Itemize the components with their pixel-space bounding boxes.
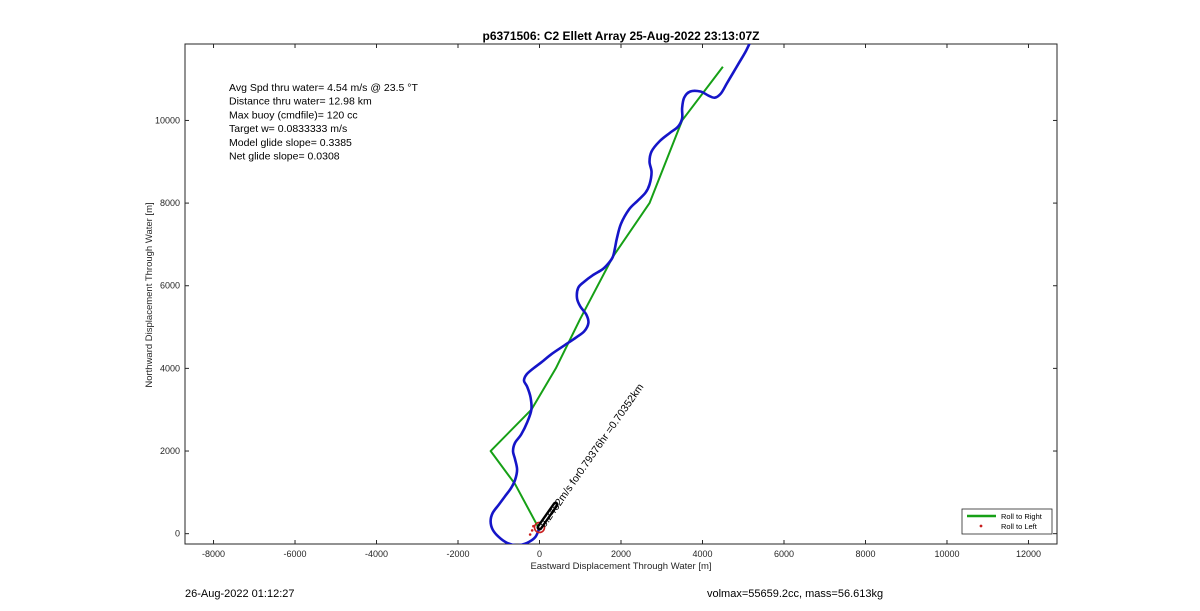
footer-timestamp: 26-Aug-2022 01:12:27 — [185, 588, 295, 600]
legend-box — [961, 508, 1053, 535]
plot-area — [184, 43, 1058, 545]
y-tick-label: 8000 — [160, 198, 180, 208]
x-tick-label: -6000 — [284, 549, 307, 559]
footer-vehicle-info: volmax=55659.2cc, mass=56.613kg — [707, 588, 884, 600]
stats-line: Max buoy (cmdfile)= 120 cc — [229, 109, 358, 121]
x-tick-label: 10000 — [934, 549, 959, 559]
stats-text: Avg Spd thru water= 4.54 m/s @ 23.5 °T Di… — [229, 82, 418, 163]
track-line — [489, 44, 751, 544]
track-series — [489, 44, 751, 544]
roll-left-point — [528, 533, 532, 536]
roll-left-point — [530, 529, 534, 532]
y-tick-label: 10000 — [155, 115, 180, 125]
x-tick-label: -4000 — [365, 549, 388, 559]
x-axis-label: Eastward Displacement Through Water [m] — [530, 561, 711, 572]
x-tick-label: 2000 — [611, 549, 631, 559]
legend: Roll to Right Roll to Left — [961, 508, 1053, 535]
x-tick-label: 4000 — [692, 549, 712, 559]
y-tick-label: 2000 — [160, 446, 180, 456]
x-tick-label: 12000 — [1016, 549, 1041, 559]
x-axis: -8000 -6000 -4000 -2000 0 2000 4000 6000 8000 100… — [202, 44, 1041, 559]
y-axis-label: Northward Displacement Through Water [m] — [144, 202, 155, 387]
legend-label-roll-right: Roll to Right — [1001, 512, 1043, 521]
x-tick-label: 8000 — [855, 549, 875, 559]
current-markers — [533, 501, 559, 534]
stats-line: Avg Spd thru water= 4.54 m/s @ 23.5 °T — [229, 82, 418, 94]
stats-line: Net glide slope= 0.0308 — [229, 151, 340, 163]
legend-label-roll-left: Roll to Left — [1001, 522, 1038, 531]
stats-line: Model glide slope= 0.3385 — [229, 137, 352, 149]
y-axis: 0 2000 4000 6000 8000 10000 — [155, 115, 1057, 539]
x-tick-label: -8000 — [202, 549, 225, 559]
y-tick-label: 4000 — [160, 363, 180, 373]
y-tick-label: 0 — [175, 529, 180, 539]
legend-swatch-roll-left — [979, 524, 983, 528]
stats-line: Distance thru water= 12.98 km — [229, 96, 372, 108]
stats-line: Target w= 0.0833333 m/s — [229, 123, 347, 135]
x-tick-label: 0 — [537, 549, 542, 559]
x-tick-label: -2000 — [446, 549, 469, 559]
y-tick-label: 6000 — [160, 281, 180, 291]
chart-title: p6371506: C2 Ellett Array 25-Aug-2022 23… — [482, 29, 759, 43]
x-tick-label: 6000 — [774, 549, 794, 559]
current-arrow-core — [539, 504, 557, 528]
